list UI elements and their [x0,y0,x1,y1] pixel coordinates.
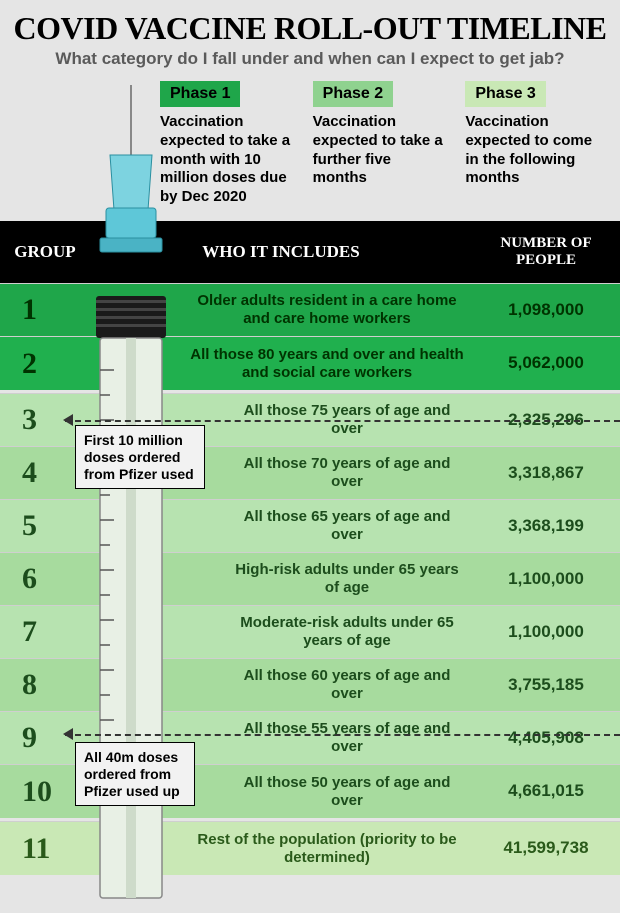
phase-1: Phase 1Vaccination expected to take a mo… [160,81,295,207]
cell-number: 41,599,738 [472,822,620,875]
cell-who: Older adults resident in a care home and… [90,284,472,337]
cell-number: 3,368,199 [472,500,620,553]
dash-line [65,734,620,736]
table-row: 5All those 65 years of age and over3,368… [0,500,620,553]
page-subtitle: What category do I fall under and when c… [0,49,620,81]
table-row: 1Older adults resident in a care home an… [0,284,620,337]
cell-number: 1,100,000 [472,606,620,659]
dash-line [65,420,620,422]
cell-number: 4,405,908 [472,712,620,765]
phase-2: Phase 2Vaccination expected to take a fu… [313,81,448,207]
phase-desc: Vaccination expected to take a further f… [313,107,448,188]
table-row: 8All those 60 years of age and over3,755… [0,659,620,712]
cell-who: High-risk adults under 65 years of age [90,553,472,606]
cell-who: All those 60 years of age and over [90,659,472,712]
cell-group: 2 [0,337,90,390]
cell-group: 11 [0,822,90,875]
cell-number: 3,318,867 [472,447,620,500]
cell-number: 5,062,000 [472,337,620,390]
col-group: GROUP [0,221,90,284]
cell-number: 4,661,015 [472,765,620,818]
cell-number: 1,100,000 [472,553,620,606]
cell-group: 8 [0,659,90,712]
callout-box: First 10 million doses ordered from Pfiz… [75,425,205,489]
table-row: 6High-risk adults under 65 years of age1… [0,553,620,606]
arrow-icon [63,728,73,740]
cell-who: Moderate-risk adults under 65 years of a… [90,606,472,659]
page-title: COVID VACCINE ROLL-OUT TIMELINE [0,0,620,49]
arrow-icon [63,414,73,426]
cell-number: 1,098,000 [472,284,620,337]
phase-row: Phase 1Vaccination expected to take a mo… [0,81,620,207]
phase-badge: Phase 2 [313,81,393,107]
cell-number: 3,755,185 [472,659,620,712]
table-row: 11Rest of the population (priority to be… [0,822,620,875]
col-number: NUMBER OF PEOPLE [472,221,620,284]
phase-3: Phase 3Vaccination expected to come in t… [465,81,600,207]
cell-who: All those 65 years of age and over [90,500,472,553]
cell-group: 1 [0,284,90,337]
col-who: WHO IT INCLUDES [90,221,472,284]
cell-group: 7 [0,606,90,659]
cell-who: All those 80 years and over and health a… [90,337,472,390]
phase-badge: Phase 1 [160,81,240,107]
phase-desc: Vaccination expected to come in the foll… [465,107,600,188]
callout-box: All 40m doses ordered from Pfizer used u… [75,742,195,806]
table-row: 2All those 80 years and over and health … [0,337,620,390]
cell-group: 6 [0,553,90,606]
cell-group: 5 [0,500,90,553]
cell-who: Rest of the population (priority to be d… [90,822,472,875]
phase-badge: Phase 3 [465,81,545,107]
phase-desc: Vaccination expected to take a month wit… [160,107,295,207]
table-row: 7Moderate-risk adults under 65 years of … [0,606,620,659]
